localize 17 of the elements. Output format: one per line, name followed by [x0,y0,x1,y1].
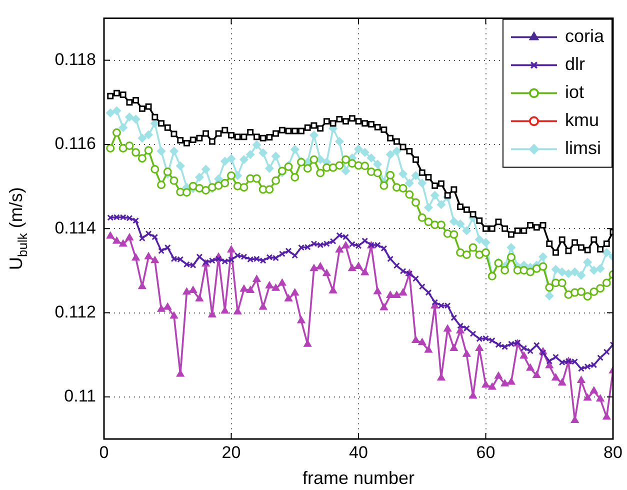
y-tick-label: 0.118 [54,50,96,69]
legend-label: limsi [564,138,601,158]
y-tick-label: 0.11 [64,386,96,406]
legend-label: coria [564,26,605,46]
x-tick-label: 0 [99,442,109,462]
y-tick-label: 0.116 [54,134,96,154]
x-tick-label: 40 [349,442,368,462]
y-tick-label: 0.114 [54,218,96,238]
legend-label: dlr [564,54,585,74]
x-tick-label: 80 [604,442,622,462]
y-axis-title: Ubulk (m/s) [6,187,30,270]
x-tick-label: 60 [476,442,496,462]
legend-label: kmu [564,110,599,130]
x-axis-title: frame number [302,468,415,488]
legend-label: iot [564,82,584,102]
x-tick-label: 20 [222,442,241,462]
y-tick-label: 0.112 [54,302,96,322]
